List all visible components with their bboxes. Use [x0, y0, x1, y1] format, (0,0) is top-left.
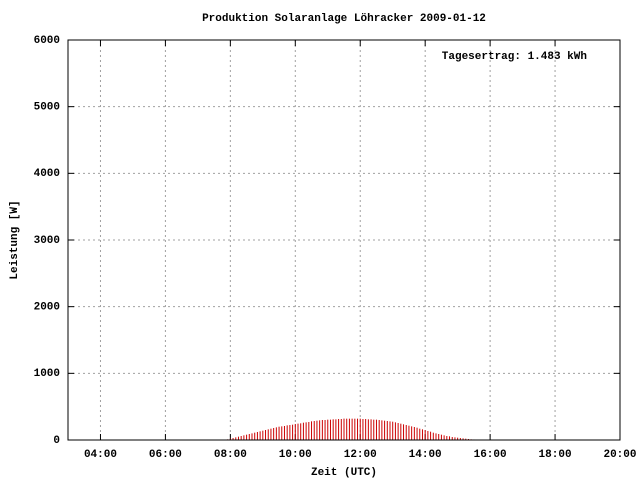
x-tick-label: 16:00 [474, 449, 507, 461]
y-tick-label: 6000 [34, 35, 60, 47]
plot-frame [67, 39, 621, 441]
y-tick-label: 3000 [34, 235, 60, 247]
y-tick-label: 2000 [34, 302, 60, 314]
x-axis-label: Zeit (UTC) [311, 467, 377, 479]
x-tick-label: 06:00 [149, 449, 182, 461]
x-tick-label: 08:00 [214, 449, 247, 461]
y-tick-label: 4000 [34, 168, 60, 180]
y-tick-label: 5000 [34, 102, 60, 114]
x-tick-label: 12:00 [344, 449, 377, 461]
x-tick-label: 14:00 [409, 449, 442, 461]
x-tick-label: 20:00 [603, 449, 636, 461]
y-tick-label: 1000 [34, 368, 60, 380]
x-tick-label: 04:00 [84, 449, 117, 461]
x-tick-label: 10:00 [279, 449, 312, 461]
y-tick-label: 0 [53, 435, 60, 447]
x-tick-label: 18:00 [539, 449, 572, 461]
chart-title: Produktion Solaranlage Löhracker 2009-01… [202, 13, 486, 25]
annotation: Tagesertrag: 1.483 kWh [442, 51, 587, 63]
y-axis-label: Leistung [W] [9, 200, 21, 279]
